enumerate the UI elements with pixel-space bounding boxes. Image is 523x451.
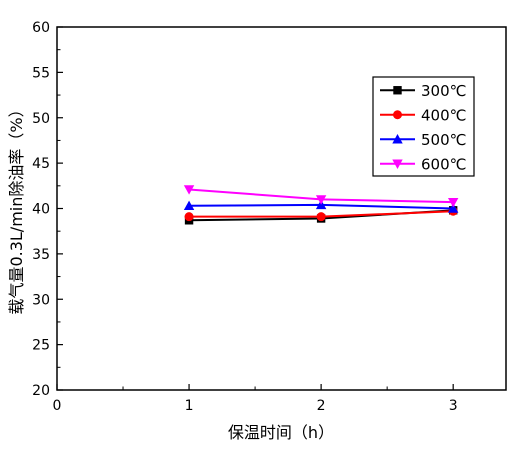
x-axis-title: 保温时间（h）: [228, 423, 334, 442]
data-point: [183, 200, 195, 210]
y-tick-label: 40: [32, 202, 50, 218]
data-point: [447, 197, 459, 208]
legend-marker: [393, 110, 402, 120]
legend-marker: [392, 134, 403, 144]
axes: 20 25 30 35 40 45 50 55 60 0 1 2 3: [32, 20, 507, 414]
data-point: [447, 203, 459, 213]
legend-label: 500℃: [421, 131, 466, 149]
y-tick-label: 55: [32, 65, 50, 81]
x-tick-label: 1: [185, 398, 194, 414]
x-tick-label: 3: [449, 398, 458, 414]
series-1: [184, 206, 458, 222]
y-tick-label: 45: [32, 156, 50, 172]
legend-label: 300℃: [421, 82, 466, 100]
data-point: [184, 212, 194, 222]
legend-label: 600℃: [421, 155, 466, 173]
y-tick-label: 20: [32, 383, 50, 399]
data-point: [315, 195, 327, 205]
y-tick-label: 50: [32, 111, 50, 127]
data-point: [183, 185, 195, 195]
y-tick-label: 30: [32, 292, 50, 308]
x-tick-label: 0: [53, 398, 62, 414]
legend: 300℃ 400℃ 500℃ 600℃: [372, 76, 475, 177]
y-axis-title: 载气量0.3L/min除油率（%）: [7, 101, 26, 314]
y-tick-label: 25: [32, 338, 50, 354]
y-tick-label: 35: [32, 247, 50, 263]
legend-label: 400℃: [421, 106, 466, 124]
y-tick-label: 60: [32, 20, 50, 36]
x-tick-label: 2: [317, 398, 326, 414]
legend-marker: [392, 159, 403, 169]
legend-box: [372, 76, 475, 177]
series-3: [183, 185, 459, 208]
legend-marker: [393, 86, 402, 95]
data-point: [316, 212, 326, 222]
series-layer: [183, 185, 459, 225]
